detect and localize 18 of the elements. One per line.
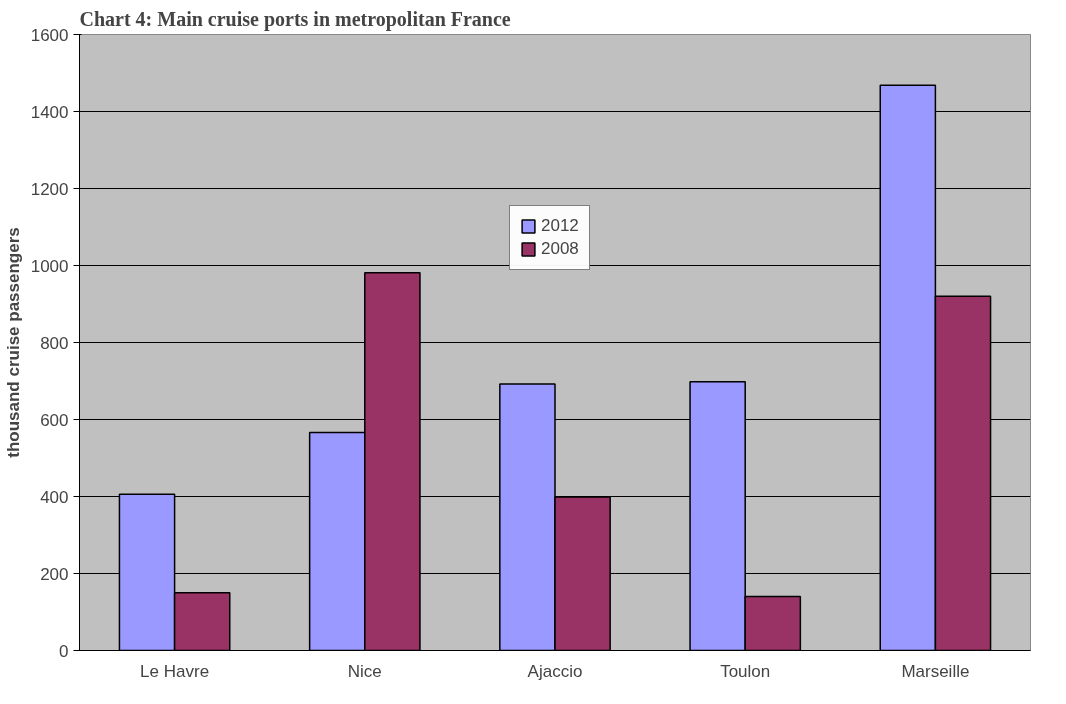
x-tick-label: Toulon [720, 661, 771, 681]
y-tick-label: 1200 [30, 179, 69, 199]
y-tick-label: 400 [40, 487, 69, 507]
y-tick-label: 800 [40, 333, 69, 353]
x-tick-label: Nice [347, 661, 382, 681]
legend-label: 2008 [541, 239, 579, 259]
x-tick-label: Le Havre [140, 661, 210, 681]
y-tick-label: 1600 [30, 25, 69, 45]
y-tick-label: 0 [59, 641, 69, 661]
legend-label: 2012 [541, 216, 579, 236]
y-axis-title: thousand cruise passengers [3, 227, 23, 458]
y-tick-label: 600 [40, 410, 69, 430]
y-tick-label: 1400 [30, 102, 69, 122]
y-tick-label: 1000 [30, 256, 69, 276]
chart-title: Chart 4: Main cruise ports in metropolitan France [79, 7, 511, 31]
x-tick-label: Ajaccio [527, 661, 583, 681]
y-tick-label: 200 [40, 564, 69, 584]
x-tick-label: Marseille [901, 661, 970, 681]
